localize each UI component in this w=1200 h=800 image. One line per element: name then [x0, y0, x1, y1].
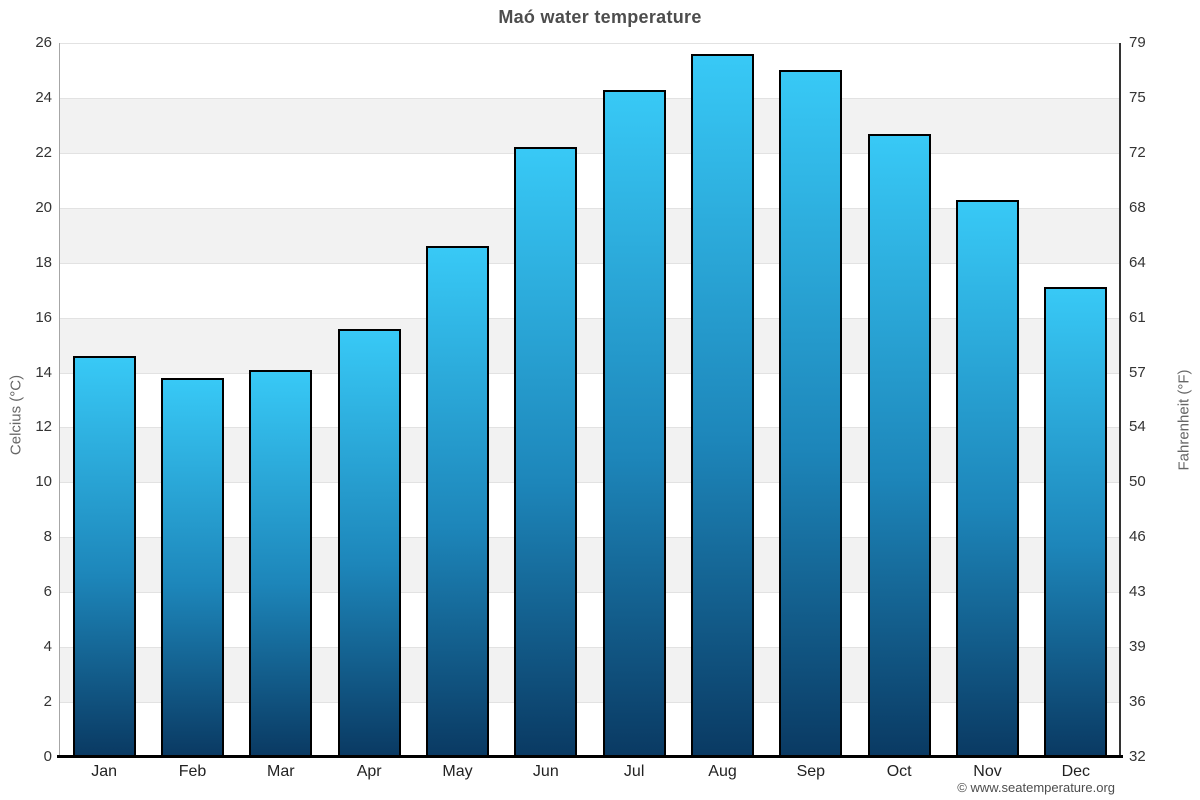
plot-band: [60, 262, 1120, 318]
plot-band: [60, 647, 1120, 703]
ytick-celsius-0: 0: [43, 748, 52, 765]
gridline-22c: [60, 152, 1120, 154]
plot-band: [60, 372, 1120, 428]
xlabel-feb: Feb: [178, 763, 207, 780]
xlabel-jul: Jul: [623, 763, 645, 780]
ytick-celsius-22: 22: [35, 143, 52, 161]
xlabel-mar: Mar: [267, 763, 295, 780]
ytick-fahrenheit-64: 64: [1129, 253, 1146, 271]
chart-title: Maó water temperature: [498, 7, 702, 27]
plot-band: [60, 482, 1120, 538]
ytick-fahrenheit-54: 54: [1129, 418, 1146, 436]
xlabel-aug: Aug: [708, 763, 737, 780]
gridline-2c: [60, 702, 1120, 704]
plot-band: [60, 207, 1120, 263]
ytick-celsius-16: 16: [35, 308, 52, 326]
bar-apr[interactable]: [337, 328, 401, 757]
gridline-26c: [60, 43, 1120, 44]
plot-band: [60, 427, 1120, 483]
ytick-celsius-6: 6: [43, 583, 52, 601]
ytick-fahrenheit-32: 32: [1129, 748, 1146, 765]
bar-aug[interactable]: [691, 53, 754, 757]
ytick-celsius-18: 18: [35, 253, 52, 271]
ytick-fahrenheit-39: 39: [1129, 638, 1146, 656]
y-axis-title-celsius: Celcius (°C): [7, 374, 25, 456]
plot-band: [60, 152, 1120, 208]
bar-jan[interactable]: [72, 356, 136, 757]
bar-feb[interactable]: [161, 378, 224, 757]
bar-nov[interactable]: [956, 199, 1019, 757]
xlabel-nov: Nov: [973, 763, 1002, 780]
gridline-24c: [60, 97, 1120, 99]
ytick-fahrenheit-57: 57: [1129, 363, 1146, 381]
gridline-14c: [60, 372, 1120, 374]
ytick-fahrenheit-36: 36: [1129, 693, 1146, 711]
ytick-celsius-20: 20: [35, 198, 52, 216]
gridline-18c: [60, 262, 1120, 264]
xlabel-oct: Oct: [886, 763, 912, 780]
bar-dec[interactable]: [1044, 287, 1108, 757]
y-axis-line-celsius: [59, 43, 60, 757]
bar-jul[interactable]: [602, 89, 666, 757]
plot-band: [60, 43, 1120, 98]
ytick-celsius-12: 12: [35, 418, 52, 436]
ytick-celsius-8: 8: [43, 528, 52, 546]
gridline-4c: [60, 647, 1120, 649]
xlabel-apr: Apr: [356, 763, 382, 780]
gridline-10c: [60, 482, 1120, 484]
ytick-fahrenheit-46: 46: [1129, 528, 1146, 546]
bar-jun[interactable]: [514, 147, 578, 757]
ytick-fahrenheit-79: 79: [1129, 34, 1146, 51]
xlabel-jan: Jan: [91, 763, 118, 780]
ytick-fahrenheit-61: 61: [1129, 308, 1146, 326]
xlabel-sep: Sep: [796, 763, 826, 780]
gridline-8c: [60, 537, 1120, 539]
plot-band: [60, 592, 1120, 648]
xlabel-dec: Dec: [1061, 763, 1091, 780]
plot-area: [60, 43, 1120, 757]
plot-band: [60, 97, 1120, 153]
gridline-16c: [60, 317, 1120, 319]
y-axis-line-fahrenheit: [1119, 43, 1121, 757]
credit-link[interactable]: © www.seatemperature.org: [957, 780, 1115, 795]
ytick-celsius-10: 10: [35, 473, 52, 491]
bar-mar[interactable]: [249, 369, 313, 757]
ytick-fahrenheit-72: 72: [1129, 143, 1146, 161]
bar-may[interactable]: [426, 246, 489, 757]
plot-band: [60, 702, 1120, 757]
ytick-celsius-4: 4: [43, 638, 52, 656]
ytick-fahrenheit-43: 43: [1129, 583, 1146, 601]
y-axis-title-fahrenheit: Fahrenheit (°F): [1175, 369, 1193, 471]
xlabel-may: May: [442, 763, 473, 780]
ytick-fahrenheit-68: 68: [1129, 198, 1146, 216]
ytick-celsius-26: 26: [35, 34, 52, 51]
gridline-20c: [60, 207, 1120, 209]
gridline-6c: [60, 592, 1120, 594]
ytick-fahrenheit-50: 50: [1129, 473, 1146, 491]
bar-oct[interactable]: [867, 133, 931, 757]
ytick-celsius-14: 14: [35, 363, 52, 381]
bar-sep[interactable]: [779, 70, 843, 757]
plot-band: [60, 537, 1120, 593]
ytick-celsius-2: 2: [43, 693, 52, 711]
xlabel-jun: Jun: [532, 763, 559, 780]
plot-band: [60, 317, 1120, 373]
ytick-fahrenheit-75: 75: [1129, 88, 1146, 106]
ytick-celsius-24: 24: [35, 88, 52, 106]
gridline-12c: [60, 427, 1120, 429]
x-axis-line: [57, 755, 1123, 758]
